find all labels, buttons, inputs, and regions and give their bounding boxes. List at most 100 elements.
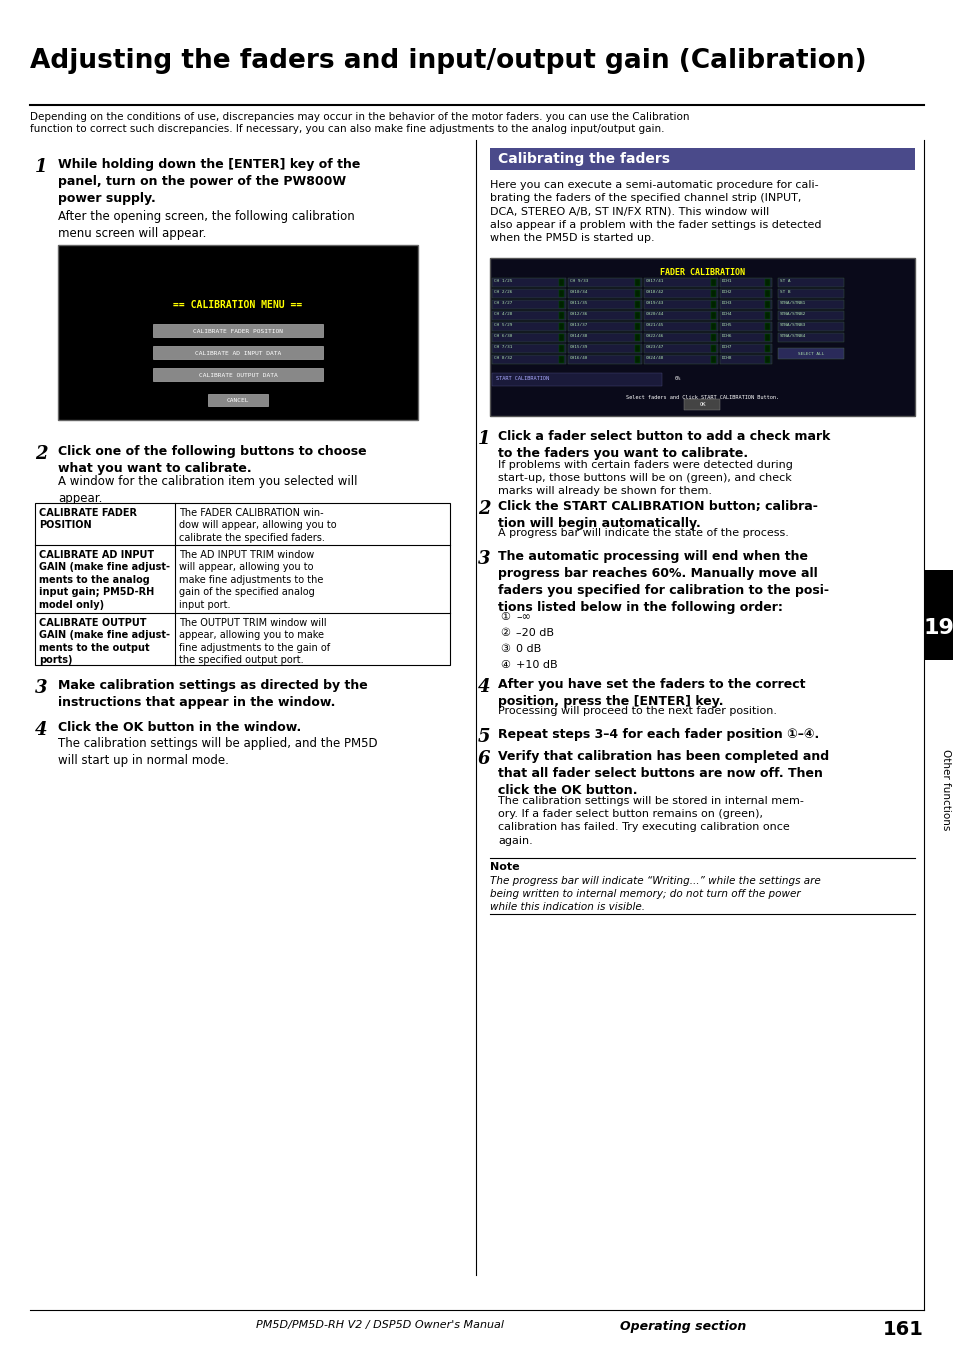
- Text: 3: 3: [477, 550, 490, 567]
- Text: Note: Note: [490, 862, 519, 871]
- Text: 161: 161: [882, 1320, 923, 1339]
- Text: –∞: –∞: [516, 612, 530, 621]
- Text: == CALIBRATION MENU ==: == CALIBRATION MENU ==: [173, 300, 302, 309]
- Text: CH15/39: CH15/39: [569, 345, 588, 349]
- Text: After you have set the faders to the correct
position, press the [ENTER] key.: After you have set the faders to the cor…: [497, 678, 804, 708]
- Bar: [778, 289, 843, 299]
- Bar: [778, 349, 843, 359]
- Text: CALIBRATE OUTPUT DATA: CALIBRATE OUTPUT DATA: [198, 373, 277, 378]
- Text: CH 5/29: CH 5/29: [494, 323, 512, 327]
- Text: DCH8: DCH8: [721, 357, 732, 359]
- Bar: [778, 278, 843, 286]
- Bar: [492, 355, 565, 363]
- Bar: [558, 323, 563, 330]
- Text: 3: 3: [35, 680, 48, 697]
- Text: STNA/STNB3: STNA/STNB3: [780, 323, 805, 327]
- Text: Click the OK button in the window.: Click the OK button in the window.: [58, 721, 301, 734]
- Text: CH12/36: CH12/36: [569, 312, 588, 316]
- Bar: [208, 394, 268, 407]
- Text: CANCEL: CANCEL: [227, 399, 249, 403]
- Text: –20 dB: –20 dB: [516, 628, 554, 638]
- Text: CH24/48: CH24/48: [645, 357, 663, 359]
- Text: CH 8/32: CH 8/32: [494, 357, 512, 359]
- Text: ③: ③: [499, 644, 510, 654]
- Text: STNA/STNB1: STNA/STNB1: [780, 301, 805, 305]
- Bar: [490, 258, 914, 416]
- Bar: [567, 332, 641, 342]
- Bar: [720, 289, 771, 299]
- Text: CH 9/33: CH 9/33: [569, 280, 588, 282]
- Bar: [490, 149, 914, 170]
- Text: After the opening screen, the following calibration
menu screen will appear.: After the opening screen, the following …: [58, 209, 355, 240]
- Bar: [635, 301, 639, 308]
- Bar: [152, 324, 323, 336]
- Text: DCH7: DCH7: [721, 345, 732, 349]
- Bar: [923, 570, 953, 661]
- Text: CH10/34: CH10/34: [569, 290, 588, 295]
- Text: DCH1: DCH1: [721, 280, 732, 282]
- Text: CH23/47: CH23/47: [645, 345, 663, 349]
- Text: A progress bar will indicate the state of the process.: A progress bar will indicate the state o…: [497, 528, 788, 538]
- Text: The calibration settings will be applied, and the PM5D
will start up in normal m: The calibration settings will be applied…: [58, 738, 377, 767]
- Text: The automatic processing will end when the
progress bar reaches 60%. Manually mo: The automatic processing will end when t…: [497, 550, 828, 613]
- Bar: [567, 289, 641, 299]
- Bar: [643, 332, 718, 342]
- Bar: [720, 322, 771, 331]
- Bar: [635, 280, 639, 286]
- Text: Calibrating the faders: Calibrating the faders: [497, 153, 669, 166]
- Bar: [720, 300, 771, 309]
- Text: DCH5: DCH5: [721, 323, 732, 327]
- Text: CH22/46: CH22/46: [645, 334, 663, 338]
- Bar: [764, 334, 769, 340]
- Text: START CALIBRATION: START CALIBRATION: [496, 376, 549, 381]
- Bar: [492, 300, 565, 309]
- Text: 0 dB: 0 dB: [516, 644, 540, 654]
- Bar: [710, 280, 716, 286]
- Text: 4: 4: [477, 678, 490, 696]
- Text: DCH6: DCH6: [721, 334, 732, 338]
- Text: CH11/35: CH11/35: [569, 301, 588, 305]
- Text: Click the START CALIBRATION button; calibra-
tion will begin automatically.: Click the START CALIBRATION button; cali…: [497, 500, 817, 530]
- Bar: [710, 334, 716, 340]
- Text: The calibration settings will be stored in internal mem-
ory. If a fader select : The calibration settings will be stored …: [497, 796, 803, 846]
- Bar: [710, 357, 716, 363]
- Text: CH 2/26: CH 2/26: [494, 290, 512, 295]
- Text: 1: 1: [477, 430, 490, 449]
- Text: CH 1/25: CH 1/25: [494, 280, 512, 282]
- Bar: [635, 357, 639, 363]
- Bar: [567, 322, 641, 331]
- Text: Here you can execute a semi-automatic procedure for cali-
brating the faders of : Here you can execute a semi-automatic pr…: [490, 180, 821, 243]
- Text: 1: 1: [35, 158, 48, 176]
- Bar: [558, 312, 563, 319]
- Bar: [720, 332, 771, 342]
- Bar: [492, 373, 661, 386]
- Text: A window for the calibration item you selected will
appear.: A window for the calibration item you se…: [58, 476, 357, 505]
- Bar: [643, 311, 718, 320]
- Bar: [764, 290, 769, 297]
- Bar: [710, 301, 716, 308]
- Bar: [764, 345, 769, 353]
- Bar: [35, 503, 450, 665]
- Text: SELECT ALL: SELECT ALL: [797, 353, 823, 357]
- Bar: [567, 311, 641, 320]
- Bar: [492, 278, 565, 286]
- Bar: [58, 245, 417, 420]
- Text: Adjusting the faders and input/output gain (Calibration): Adjusting the faders and input/output ga…: [30, 49, 865, 74]
- Bar: [635, 323, 639, 330]
- Text: Processing will proceed to the next fader position.: Processing will proceed to the next fade…: [497, 707, 776, 716]
- Text: Other functions: Other functions: [940, 750, 950, 831]
- Text: ST A: ST A: [780, 280, 790, 282]
- Text: PM5D/PM5D-RH V2 / DSP5D Owner's Manual: PM5D/PM5D-RH V2 / DSP5D Owner's Manual: [255, 1320, 503, 1329]
- Text: Verify that calibration has been completed and
that all fader select buttons are: Verify that calibration has been complet…: [497, 750, 828, 797]
- Text: 4: 4: [35, 721, 48, 739]
- Text: ST B: ST B: [780, 290, 790, 295]
- Text: The FADER CALIBRATION win-
dow will appear, allowing you to
calibrate the specif: The FADER CALIBRATION win- dow will appe…: [179, 508, 336, 543]
- Bar: [152, 367, 323, 381]
- Text: Depending on the conditions of use, discrepancies may occur in the behavior of t: Depending on the conditions of use, disc…: [30, 112, 689, 122]
- Text: The progress bar will indicate “Writing...” while the settings are
being written: The progress bar will indicate “Writing.…: [490, 875, 820, 912]
- Text: CH 3/27: CH 3/27: [494, 301, 512, 305]
- Bar: [567, 355, 641, 363]
- Bar: [558, 334, 563, 340]
- Text: Operating section: Operating section: [619, 1320, 745, 1333]
- Bar: [567, 345, 641, 353]
